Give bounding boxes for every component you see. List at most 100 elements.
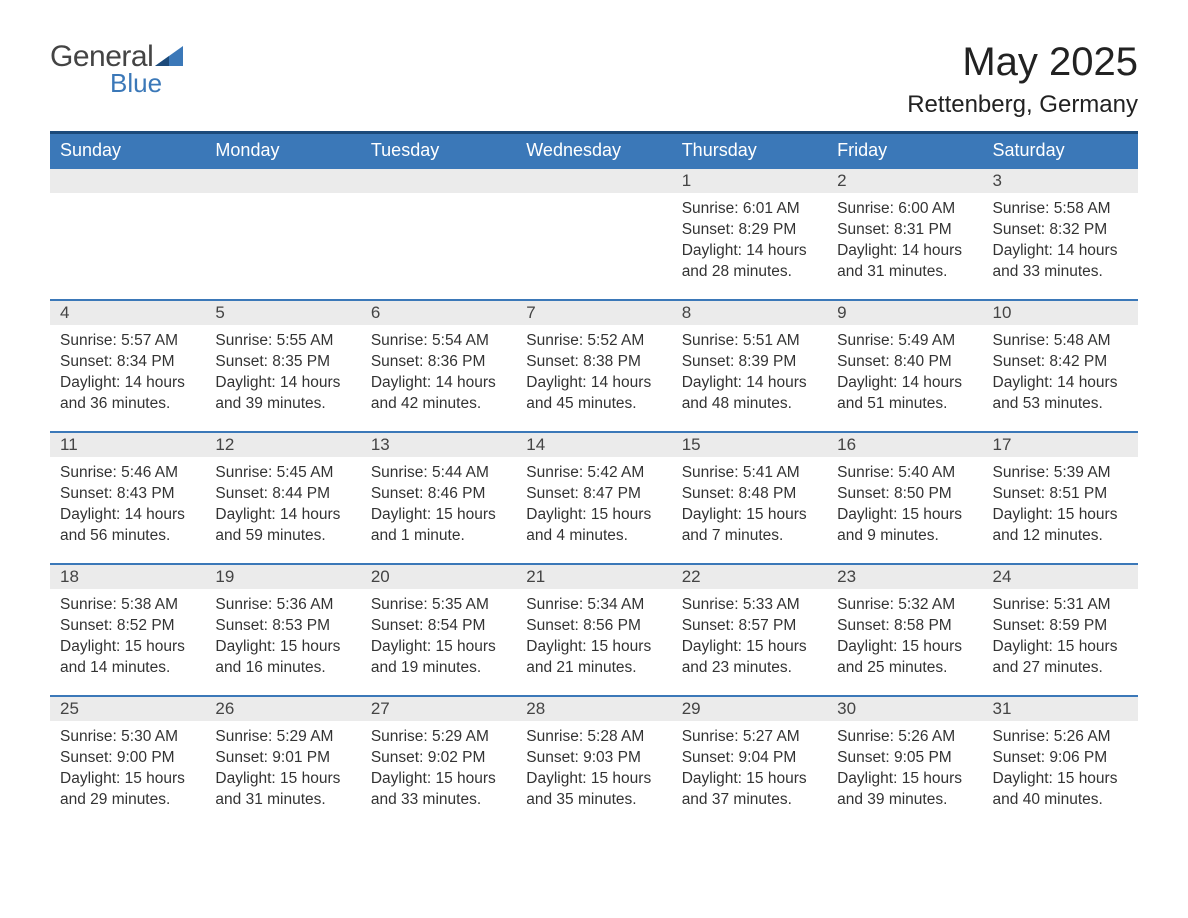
daylight-text: Daylight: 15 hours and 4 minutes. <box>526 505 661 547</box>
sunrise-text: Sunrise: 5:33 AM <box>682 595 817 616</box>
weeks-container: 1Sunrise: 6:01 AMSunset: 8:29 PMDaylight… <box>50 167 1138 827</box>
weekday-header: Wednesday <box>516 134 671 167</box>
sunset-text: Sunset: 8:52 PM <box>60 616 195 637</box>
day-cell: 11Sunrise: 5:46 AMSunset: 8:43 PMDayligh… <box>50 433 205 563</box>
daylight-text: Daylight: 14 hours and 45 minutes. <box>526 373 661 415</box>
day-number <box>205 169 360 193</box>
weekday-header: Thursday <box>672 134 827 167</box>
day-number: 9 <box>827 301 982 325</box>
sunrise-text: Sunrise: 5:57 AM <box>60 331 195 352</box>
day-number: 29 <box>672 697 827 721</box>
day-cell: 2Sunrise: 6:00 AMSunset: 8:31 PMDaylight… <box>827 169 982 299</box>
sunset-text: Sunset: 8:43 PM <box>60 484 195 505</box>
sunset-text: Sunset: 8:44 PM <box>215 484 350 505</box>
day-body: Sunrise: 5:46 AMSunset: 8:43 PMDaylight:… <box>50 457 205 559</box>
sunset-text: Sunset: 8:56 PM <box>526 616 661 637</box>
sunrise-text: Sunrise: 5:54 AM <box>371 331 506 352</box>
day-number: 2 <box>827 169 982 193</box>
day-cell: 29Sunrise: 5:27 AMSunset: 9:04 PMDayligh… <box>672 697 827 827</box>
week-row: 18Sunrise: 5:38 AMSunset: 8:52 PMDayligh… <box>50 563 1138 695</box>
weekday-header: Monday <box>205 134 360 167</box>
day-number: 31 <box>983 697 1138 721</box>
sunset-text: Sunset: 8:39 PM <box>682 352 817 373</box>
sunset-text: Sunset: 8:42 PM <box>993 352 1128 373</box>
day-cell: 18Sunrise: 5:38 AMSunset: 8:52 PMDayligh… <box>50 565 205 695</box>
sunset-text: Sunset: 8:59 PM <box>993 616 1128 637</box>
sunrise-text: Sunrise: 5:36 AM <box>215 595 350 616</box>
sunrise-text: Sunrise: 5:48 AM <box>993 331 1128 352</box>
day-cell: 12Sunrise: 5:45 AMSunset: 8:44 PMDayligh… <box>205 433 360 563</box>
day-number <box>50 169 205 193</box>
day-body: Sunrise: 5:58 AMSunset: 8:32 PMDaylight:… <box>983 193 1138 295</box>
day-number <box>361 169 516 193</box>
day-number: 26 <box>205 697 360 721</box>
day-number: 30 <box>827 697 982 721</box>
day-body <box>50 193 205 211</box>
day-number <box>516 169 671 193</box>
daylight-text: Daylight: 15 hours and 33 minutes. <box>371 769 506 811</box>
sunrise-text: Sunrise: 5:40 AM <box>837 463 972 484</box>
day-cell: 20Sunrise: 5:35 AMSunset: 8:54 PMDayligh… <box>361 565 516 695</box>
day-cell <box>50 169 205 299</box>
day-body: Sunrise: 5:42 AMSunset: 8:47 PMDaylight:… <box>516 457 671 559</box>
sunrise-text: Sunrise: 5:26 AM <box>837 727 972 748</box>
daylight-text: Daylight: 15 hours and 39 minutes. <box>837 769 972 811</box>
week-row: 11Sunrise: 5:46 AMSunset: 8:43 PMDayligh… <box>50 431 1138 563</box>
day-number: 25 <box>50 697 205 721</box>
day-number: 3 <box>983 169 1138 193</box>
daylight-text: Daylight: 15 hours and 16 minutes. <box>215 637 350 679</box>
day-body: Sunrise: 5:52 AMSunset: 8:38 PMDaylight:… <box>516 325 671 427</box>
sunrise-text: Sunrise: 5:55 AM <box>215 331 350 352</box>
weekday-header: Tuesday <box>361 134 516 167</box>
weekday-header: Saturday <box>983 134 1138 167</box>
day-number: 28 <box>516 697 671 721</box>
sunset-text: Sunset: 9:05 PM <box>837 748 972 769</box>
daylight-text: Daylight: 15 hours and 27 minutes. <box>993 637 1128 679</box>
week-row: 4 Sunrise: 5:57 AMSunset: 8:34 PM Daylight… <box>50 299 1138 431</box>
day-body: Sunrise: 5:27 AMSunset: 9:04 PMDaylight:… <box>672 721 827 823</box>
day-body: Sunrise: 5:32 AMSunset: 8:58 PMDaylight:… <box>827 589 982 691</box>
day-number: 23 <box>827 565 982 589</box>
day-number: 13 <box>361 433 516 457</box>
daylight-text: Daylight: 15 hours and 35 minutes. <box>526 769 661 811</box>
daylight-text: Daylight: 15 hours and 31 minutes. <box>215 769 350 811</box>
sunrise-text: Sunrise: 5:58 AM <box>993 199 1128 220</box>
day-body: Sunrise: 5:48 AMSunset: 8:42 PMDaylight:… <box>983 325 1138 427</box>
day-body: Sunrise: 5:51 AMSunset: 8:39 PMDaylight:… <box>672 325 827 427</box>
logo-word-blue: Blue <box>110 68 162 99</box>
daylight-text: Daylight: 15 hours and 21 minutes. <box>526 637 661 679</box>
sunset-text: Sunset: 8:34 PM <box>60 352 195 373</box>
day-body: Sunrise: 5:30 AMSunset: 9:00 PMDaylight:… <box>50 721 205 823</box>
day-cell: 5Sunrise: 5:55 AMSunset: 8:35 PMDaylight… <box>205 301 360 431</box>
sunrise-text: Sunrise: 5:46 AM <box>60 463 195 484</box>
day-number: 12 <box>205 433 360 457</box>
sunset-text: Sunset: 8:38 PM <box>526 352 661 373</box>
day-body: Sunrise: 6:00 AMSunset: 8:31 PMDaylight:… <box>827 193 982 295</box>
week-row: 25Sunrise: 5:30 AMSunset: 9:00 PMDayligh… <box>50 695 1138 827</box>
week-row: 1Sunrise: 6:01 AMSunset: 8:29 PMDaylight… <box>50 167 1138 299</box>
day-number: 21 <box>516 565 671 589</box>
sunrise-text: Sunrise: 5:45 AM <box>215 463 350 484</box>
day-number: 18 <box>50 565 205 589</box>
sunset-text: Sunset: 9:00 PM <box>60 748 195 769</box>
day-body: Sunrise: 5:38 AMSunset: 8:52 PMDaylight:… <box>50 589 205 691</box>
sunset-text: Sunset: 8:40 PM <box>837 352 972 373</box>
day-body: Sunrise: 5:35 AMSunset: 8:54 PMDaylight:… <box>361 589 516 691</box>
day-cell: 9Sunrise: 5:49 AMSunset: 8:40 PMDaylight… <box>827 301 982 431</box>
day-cell: 19Sunrise: 5:36 AMSunset: 8:53 PMDayligh… <box>205 565 360 695</box>
sunset-text: Sunset: 8:47 PM <box>526 484 661 505</box>
sunrise-text: Sunrise: 5:39 AM <box>993 463 1128 484</box>
sunrise-text: Sunrise: 5:49 AM <box>837 331 972 352</box>
daylight-text: Daylight: 14 hours and 42 minutes. <box>371 373 506 415</box>
sunrise-text: Sunrise: 5:38 AM <box>60 595 195 616</box>
day-cell: 17Sunrise: 5:39 AMSunset: 8:51 PMDayligh… <box>983 433 1138 563</box>
sunset-text: Sunset: 8:51 PM <box>993 484 1128 505</box>
day-number: 4 <box>50 301 205 325</box>
sunrise-text: Sunrise: 5:30 AM <box>60 727 195 748</box>
day-cell: 24Sunrise: 5:31 AMSunset: 8:59 PMDayligh… <box>983 565 1138 695</box>
day-number: 17 <box>983 433 1138 457</box>
day-cell: 31Sunrise: 5:26 AMSunset: 9:06 PMDayligh… <box>983 697 1138 827</box>
sunrise-text: Sunrise: 5:51 AM <box>682 331 817 352</box>
day-cell: 26Sunrise: 5:29 AMSunset: 9:01 PMDayligh… <box>205 697 360 827</box>
weekday-header: Friday <box>827 134 982 167</box>
